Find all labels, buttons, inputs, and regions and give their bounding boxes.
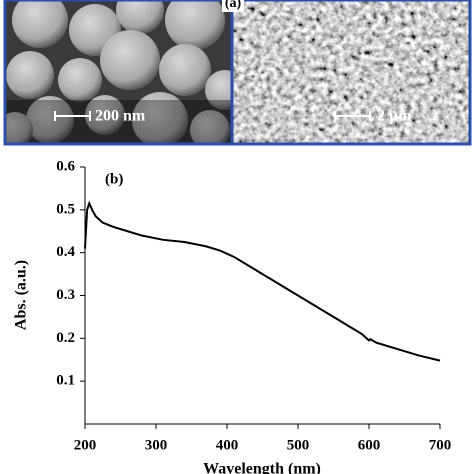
scale-bar-left	[54, 111, 91, 121]
y-tick-label: 0.1	[56, 373, 75, 389]
y-tick-label: 0.4	[56, 244, 75, 260]
x-axis-label: Wavelength (nm)	[203, 461, 321, 474]
scale-label-right: 2 µm	[377, 108, 412, 125]
scale-label-left: 200 nm	[95, 108, 146, 125]
y-axis-label: Abs. (a.u.)	[13, 260, 30, 330]
y-tick-label: 0.6	[56, 158, 75, 174]
x-tick-label: 600	[358, 437, 381, 453]
panel-a-label: (a)	[225, 0, 242, 11]
x-tick-label: 400	[216, 437, 239, 453]
scale-bar-right	[334, 111, 371, 121]
panel-border	[3, 0, 472, 146]
x-tick-label: 200	[74, 437, 97, 453]
y-tick-label: 0.5	[56, 201, 75, 217]
label-box	[222, 0, 244, 12]
x-tick-label: 300	[145, 437, 168, 453]
y-tick-label: 0.3	[56, 287, 75, 303]
x-tick-label: 700	[429, 437, 452, 453]
y-tick-label: 0.2	[56, 330, 75, 346]
data-line	[84, 200, 441, 362]
panel-b-label: (b)	[105, 171, 123, 187]
sem-right	[232, 0, 470, 144]
sem-left	[5, 0, 232, 144]
x-tick-label: 500	[287, 437, 310, 453]
